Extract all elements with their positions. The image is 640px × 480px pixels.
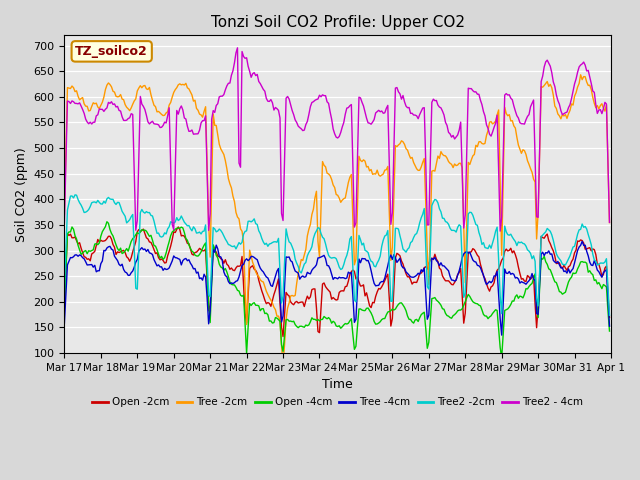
Text: TZ_soilco2: TZ_soilco2 <box>76 45 148 58</box>
X-axis label: Time: Time <box>323 378 353 391</box>
Legend: Open -2cm, Tree -2cm, Open -4cm, Tree -4cm, Tree2 -2cm, Tree2 - 4cm: Open -2cm, Tree -2cm, Open -4cm, Tree -4… <box>88 393 588 411</box>
Title: Tonzi Soil CO2 Profile: Upper CO2: Tonzi Soil CO2 Profile: Upper CO2 <box>211 15 465 30</box>
Y-axis label: Soil CO2 (ppm): Soil CO2 (ppm) <box>15 147 28 241</box>
